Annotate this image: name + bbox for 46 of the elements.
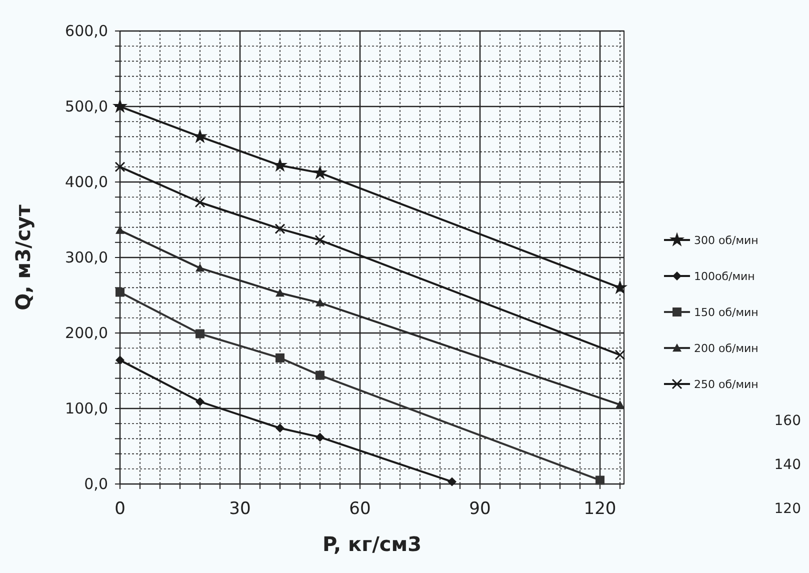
point [196,397,204,406]
point [616,400,624,408]
point [612,280,628,294]
y-tick-label: 200,0 [65,324,108,342]
point [196,329,204,338]
point [272,157,288,172]
point [116,226,124,234]
y-tick-label: 400,0 [65,173,108,191]
point [596,476,604,485]
x-tick-label: 0 [114,499,126,519]
point [312,165,328,180]
point [316,432,324,442]
point [192,128,208,144]
y-axis-title: Q, м3/сут [11,204,35,310]
legend-label: 300 об/мин [694,234,758,247]
y-tick-label: 500,0 [65,98,108,116]
y-tick-label: 100,0 [65,400,108,418]
point [196,264,204,272]
text: 140 [774,457,801,473]
x-tick-label: 120 [584,499,616,519]
point [276,288,284,297]
point [448,477,456,486]
point [112,98,128,113]
point [194,197,206,208]
point [276,424,284,433]
y-tick-label: 600,0 [65,22,108,40]
point [116,288,124,297]
legend-label: 250 об/мин [694,378,758,391]
legend-label: 200 об/мин [694,342,758,355]
point [276,353,284,362]
legend-label: 150 об/мин [694,306,758,319]
point [274,224,286,234]
point [314,234,326,246]
text: 160 [774,413,801,429]
x-tick-label: 90 [469,499,491,519]
y-tick-label: 0,0 [84,475,108,493]
point [316,298,324,306]
y-tick-label: 300,0 [65,248,108,266]
point [116,356,124,365]
point [614,350,626,360]
legend-label: 100об/мин [694,270,755,283]
x-tick-label: 60 [349,499,371,519]
x-axis-title: P, кг/см3 [322,532,422,556]
x-tick-label: 30 [229,499,251,519]
point [316,370,324,380]
point [114,162,126,172]
